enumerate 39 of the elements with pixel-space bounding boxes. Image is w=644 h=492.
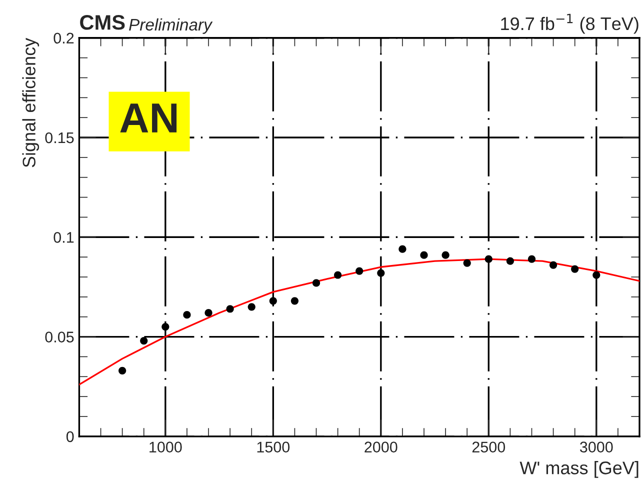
point [571,265,579,273]
text: 19.7 fb$^{−1}$ (8 TeV) [501,14,638,34]
point [398,245,406,253]
point [140,336,148,345]
y-tick-label: 0.15 [45,132,74,144]
point [356,267,364,275]
point [377,269,385,277]
point [269,297,277,305]
x-tick-label: 1000 [150,442,182,452]
point [312,279,320,287]
x-tick-label: 2000 [364,442,398,452]
x-axis-title: W' mass [GeV] [520,461,638,478]
point [549,261,558,269]
x-tick-label: 3000 [580,442,613,452]
point [118,366,126,374]
point [484,255,492,263]
point [592,271,600,279]
point [162,323,170,331]
point [420,251,428,259]
y-tick-label: 0 [66,431,74,442]
chart-title: CMS [80,15,125,30]
point [463,259,471,267]
point [226,305,234,313]
y-tick-label: 0.05 [45,332,74,342]
chart-subtitle: Preliminary [129,18,213,34]
point [506,257,514,265]
point [528,255,536,263]
y-tick-label: 0.2 [54,32,74,44]
x-tick-label: 2500 [472,442,506,452]
point [334,271,342,279]
point [442,251,450,259]
x-tick-label: 1500 [257,442,290,452]
point [248,303,256,311]
point [290,297,299,305]
point [183,311,191,319]
annotation: AN [120,104,177,132]
y-tick-label: 0.1 [54,232,74,243]
point [204,309,212,317]
y-axis-title: Signal efficiency [22,38,40,168]
